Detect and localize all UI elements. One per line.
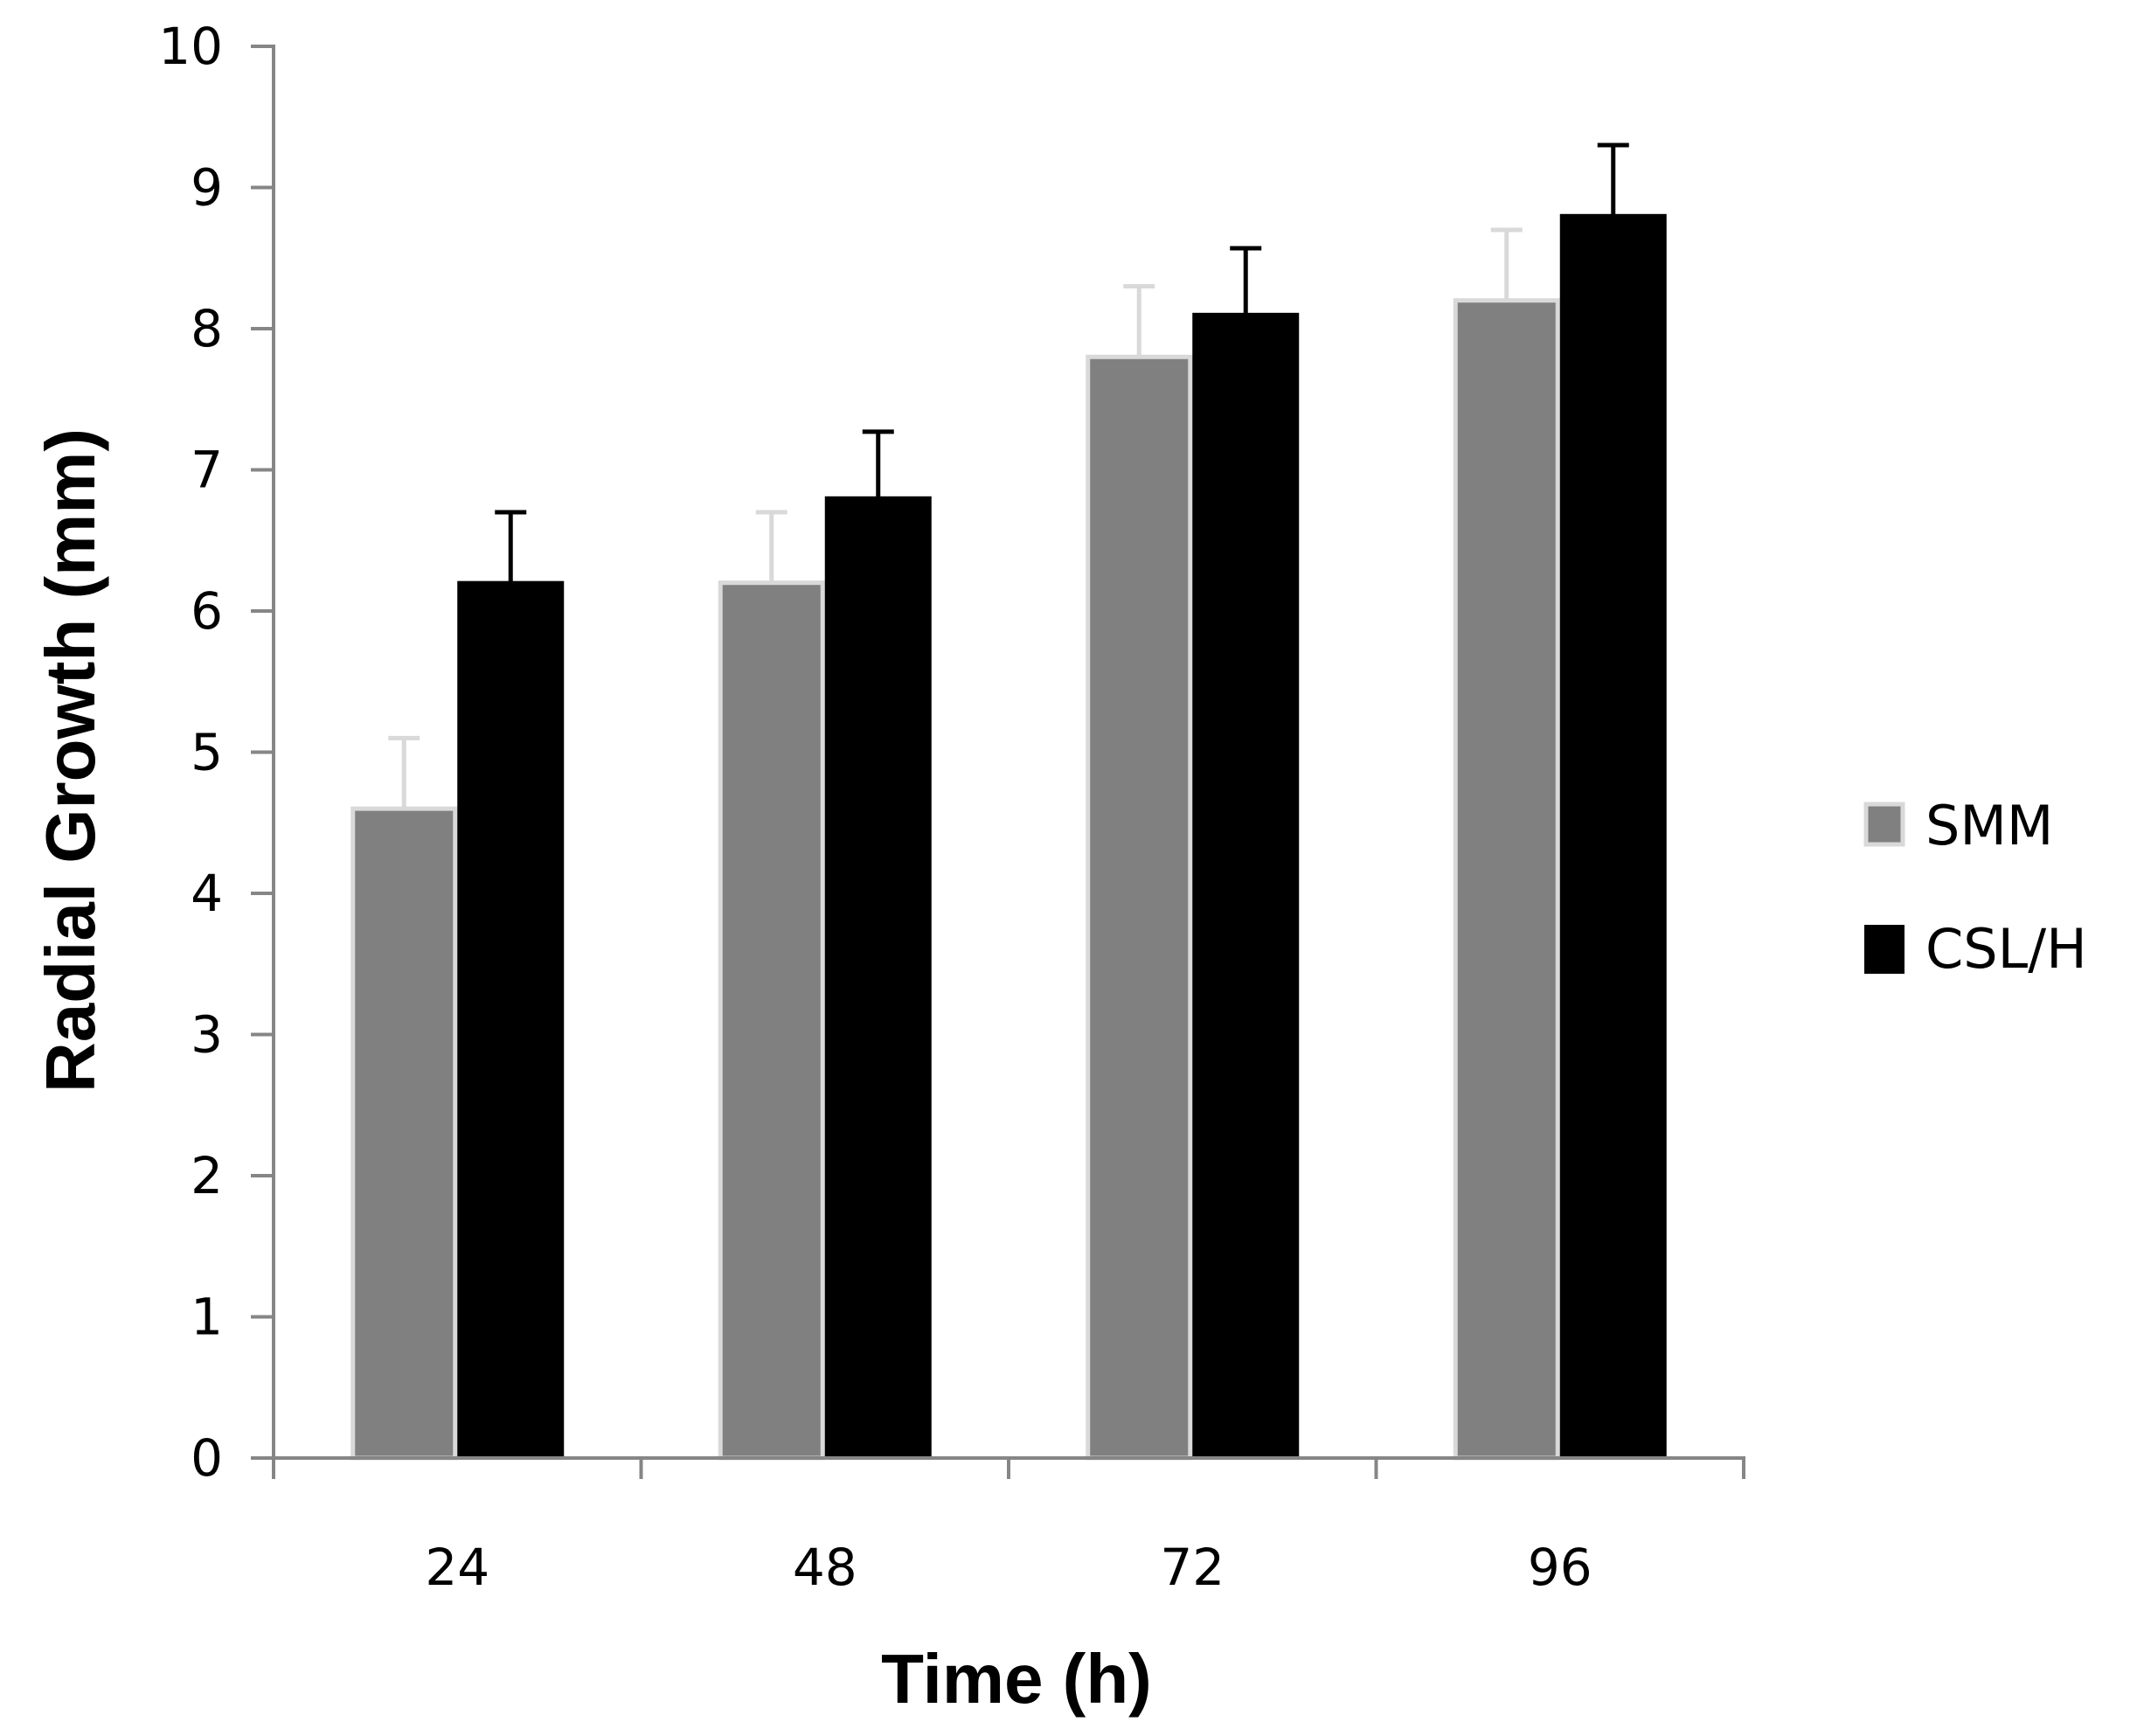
- y-tick-label: 8: [191, 299, 223, 358]
- axes-layer: [251, 45, 1745, 1479]
- bar-cslh-48: [824, 496, 932, 1460]
- bars-layer: [350, 213, 1667, 1461]
- legend-swatch-cslh: [1864, 925, 1905, 974]
- tick-labels-layer: 24 48 72 96 0 1 2 3 4 5 6 7 8 9 10: [158, 17, 1592, 1597]
- bar-smm-24: [350, 806, 458, 1461]
- y-tick-label: 2: [191, 1146, 223, 1205]
- y-tick-label: 9: [191, 158, 223, 218]
- bar-cslh-24: [457, 580, 565, 1460]
- error-bar-smm-48: [755, 510, 787, 583]
- error-bar-cslh-72: [1230, 246, 1262, 315]
- bar-smm-96: [1453, 298, 1560, 1461]
- legend-label-smm: SMM: [1925, 794, 2053, 858]
- error-bar-smm-72: [1123, 284, 1155, 358]
- x-tick-label: 96: [1528, 1538, 1592, 1597]
- legend-swatch-smm: [1863, 802, 1905, 847]
- legend-label-cslh: CSL/H: [1925, 917, 2087, 981]
- x-tick-label: 72: [1160, 1538, 1225, 1597]
- bar-cslh-72: [1192, 312, 1300, 1461]
- y-axis-title: Radial Growth (mm): [31, 428, 109, 1093]
- error-bar-smm-24: [388, 735, 420, 809]
- y-tick-label: 7: [191, 441, 223, 500]
- y-tick-label: 1: [191, 1288, 223, 1347]
- error-bar-smm-96: [1490, 227, 1523, 301]
- error-bar-cslh-24: [495, 510, 527, 583]
- y-tick-label: 10: [158, 17, 223, 76]
- bar-smm-72: [1086, 354, 1193, 1461]
- x-axis-title: Time (h): [881, 1640, 1152, 1718]
- y-tick-label: 0: [191, 1428, 223, 1488]
- bar-cslh-96: [1559, 213, 1667, 1460]
- y-tick-label: 5: [191, 723, 223, 782]
- y-tick-label: 6: [191, 581, 223, 641]
- x-tick-label: 24: [425, 1538, 489, 1597]
- y-tick-label: 4: [191, 864, 223, 923]
- bar-smm-48: [718, 580, 825, 1461]
- error-bar-cslh-48: [862, 429, 894, 498]
- x-tick-label: 48: [793, 1538, 857, 1597]
- legend: SMM CSL/H: [1863, 794, 2087, 981]
- error-bar-cslh-96: [1597, 142, 1629, 216]
- error-bars-layer: [388, 142, 1629, 809]
- y-tick-label: 3: [191, 1005, 223, 1065]
